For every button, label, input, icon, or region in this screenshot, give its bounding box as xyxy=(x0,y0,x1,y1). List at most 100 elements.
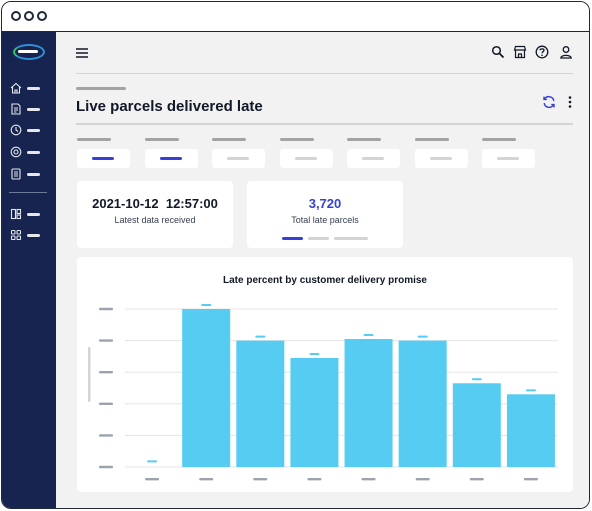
filter-label xyxy=(77,138,111,141)
data-label xyxy=(525,389,536,392)
chart-title: Late percent by customer delivery promis… xyxy=(223,275,427,286)
sidebar-item-reports[interactable] xyxy=(10,168,42,182)
y-tick-label xyxy=(99,339,113,342)
filter-select[interactable] xyxy=(77,149,130,168)
user-icon[interactable] xyxy=(559,45,573,59)
kpi-card-late-parcels: 3,720 Total late parcels xyxy=(247,181,403,248)
late-parcels-value: 3,720 xyxy=(308,196,342,211)
sidebar-item-layouts[interactable] xyxy=(10,208,42,222)
filter-dropdown[interactable] xyxy=(414,138,469,168)
search-icon[interactable] xyxy=(491,45,505,59)
x-tick-label xyxy=(307,478,322,481)
brand-logo[interactable] xyxy=(13,44,45,60)
sidebar-item-label xyxy=(27,213,40,216)
maximize-window-button[interactable] xyxy=(37,11,47,21)
filter-select[interactable] xyxy=(144,149,198,168)
sidebar-item-label xyxy=(27,129,40,132)
chart-bar xyxy=(182,309,231,467)
y-tick-label xyxy=(99,307,113,311)
kpi-card-latest-data: 2021-10-12 12:57:00 Latest data received xyxy=(77,181,233,248)
data-label xyxy=(363,334,374,337)
bar-chart xyxy=(88,304,558,481)
filter-value xyxy=(159,157,182,160)
x-tick-label xyxy=(523,478,538,481)
breadcrumb xyxy=(76,87,126,90)
data-label xyxy=(255,335,266,338)
sidebar-divider xyxy=(9,192,47,193)
minimize-window-button[interactable] xyxy=(24,11,34,21)
filter-select[interactable] xyxy=(279,149,333,168)
x-tick-label xyxy=(469,478,484,481)
more-vertical-icon[interactable] xyxy=(568,96,572,108)
sidebar-item-documents[interactable] xyxy=(10,103,42,117)
filter-label xyxy=(279,138,314,141)
filter-dropdown[interactable] xyxy=(279,138,334,168)
filter-value xyxy=(429,157,452,160)
filter-select[interactable] xyxy=(212,149,265,168)
filter-label xyxy=(347,138,381,141)
target-icon xyxy=(10,146,22,158)
data-label xyxy=(309,352,320,355)
report-icon xyxy=(11,168,21,180)
sidebar-item-history[interactable] xyxy=(10,124,42,138)
filter-dropdown[interactable] xyxy=(347,138,401,168)
x-tick-label xyxy=(361,478,376,481)
filter-dropdown[interactable] xyxy=(144,138,199,168)
latest-data-datetime: 2021-10-12 12:57:00 xyxy=(77,196,233,211)
data-label xyxy=(201,304,212,306)
chart-bar xyxy=(236,340,285,467)
title-divider xyxy=(76,123,573,125)
y-tick-label xyxy=(99,371,113,374)
sidebar-item-label xyxy=(27,234,40,237)
filter-select[interactable] xyxy=(414,149,468,168)
header-divider xyxy=(76,73,573,74)
data-label xyxy=(147,460,158,463)
filter-dropdown[interactable] xyxy=(482,138,536,168)
sidebar-item-label xyxy=(27,108,40,111)
sidebar-item-label xyxy=(27,87,40,90)
latest-data-time: 12:57:00 xyxy=(165,196,218,211)
clock-icon xyxy=(10,124,22,136)
kpi-page-indicator[interactable] xyxy=(334,237,368,240)
kpi-page-indicator[interactable] xyxy=(308,237,329,240)
sidebar-item-label xyxy=(27,151,40,154)
layout-icon xyxy=(10,208,22,220)
apps-grid-icon xyxy=(10,229,22,241)
filter-select[interactable] xyxy=(347,149,400,168)
close-window-button[interactable] xyxy=(11,11,21,21)
filter-value xyxy=(294,157,317,160)
filter-value xyxy=(362,157,384,160)
sidebar xyxy=(2,32,56,508)
filter-label xyxy=(414,138,449,141)
hamburger-icon[interactable] xyxy=(76,48,88,58)
filter-dropdown[interactable] xyxy=(212,138,266,168)
filter-label xyxy=(482,138,516,141)
page-title: Live parcels delivered late xyxy=(76,98,263,115)
store-icon[interactable] xyxy=(513,45,527,59)
data-label xyxy=(417,335,428,338)
chart-bar xyxy=(290,357,339,467)
x-tick-label xyxy=(253,478,268,481)
filter-dropdown[interactable] xyxy=(77,138,131,168)
latest-data-date: 2021-10-12 xyxy=(92,196,159,211)
latest-data-label: Latest data received xyxy=(114,215,196,225)
sidebar-item-home[interactable] xyxy=(10,82,42,96)
filter-value xyxy=(227,157,249,160)
sidebar-item-apps[interactable] xyxy=(10,229,42,243)
sidebar-item-label xyxy=(27,173,40,176)
kpi-page-indicator-active[interactable] xyxy=(282,237,303,240)
document-list-icon xyxy=(11,103,21,115)
late-parcels-label: Total late parcels xyxy=(291,215,359,225)
filter-value xyxy=(92,157,114,160)
filter-select[interactable] xyxy=(482,149,535,168)
chart-bar xyxy=(344,339,393,467)
y-tick-label xyxy=(99,434,113,437)
y-tick-label xyxy=(99,465,113,469)
refresh-icon[interactable] xyxy=(542,95,556,109)
x-tick-label xyxy=(199,478,214,481)
home-icon xyxy=(10,82,22,94)
sidebar-item-targets[interactable] xyxy=(10,146,42,160)
help-icon[interactable] xyxy=(535,45,549,59)
y-tick-label xyxy=(99,402,113,405)
title-bar xyxy=(2,2,589,32)
